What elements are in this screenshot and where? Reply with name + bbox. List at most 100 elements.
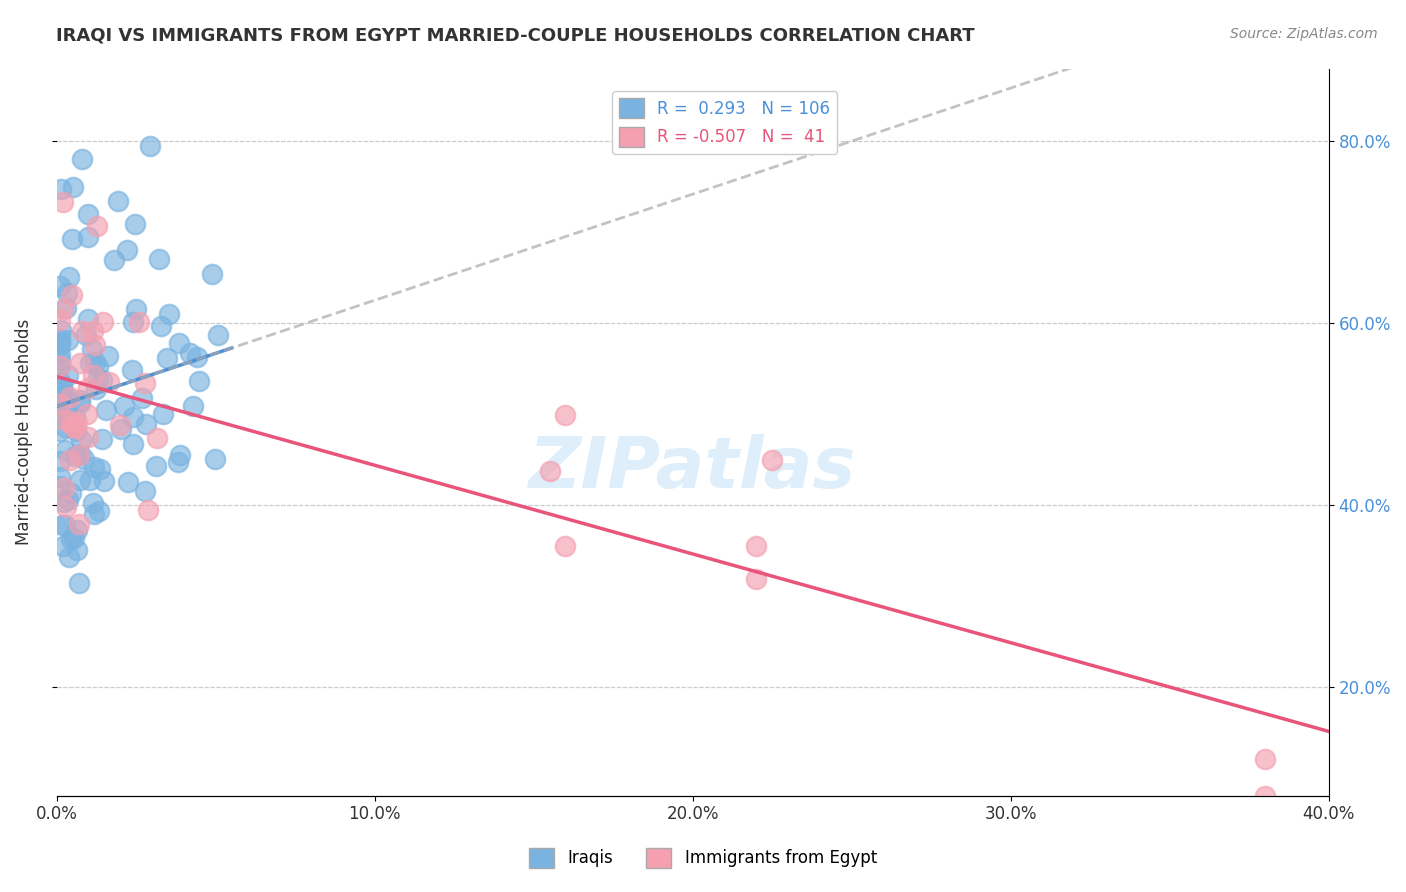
Point: [49, 352, 72, 367]
Point: [59, 453, 82, 467]
Point: [69, 473, 91, 487]
Point: [65, 424, 87, 438]
Point: [554, 539, 576, 553]
Point: [58, 368, 80, 382]
Point: [204, 452, 226, 467]
Point: [169, 335, 191, 350]
Point: [69, 576, 91, 591]
Point: [77, 430, 100, 444]
Point: [51, 384, 73, 399]
Point: [82, 496, 104, 510]
Point: [49, 346, 72, 360]
Point: [52, 195, 75, 210]
Point: [63, 409, 86, 424]
Point: [94, 403, 117, 417]
Point: [135, 417, 157, 431]
Point: [59, 414, 82, 428]
Point: [62, 419, 84, 434]
Point: [49, 409, 72, 423]
Point: [117, 475, 139, 489]
Point: [66, 543, 89, 558]
Point: [60, 287, 83, 301]
Point: [122, 410, 145, 425]
Point: [201, 267, 224, 281]
Point: [166, 454, 188, 468]
Point: [156, 351, 179, 365]
Point: [84, 338, 107, 352]
Point: [91, 433, 114, 447]
Point: [49, 332, 72, 346]
Point: [49, 313, 72, 327]
Point: [179, 346, 201, 360]
Point: [1254, 752, 1277, 766]
Point: [52, 481, 75, 495]
Point: [56, 493, 79, 508]
Point: [69, 392, 91, 407]
Point: [79, 356, 101, 370]
Point: [55, 285, 77, 300]
Point: [82, 324, 104, 338]
Point: [58, 269, 80, 284]
Point: [77, 207, 100, 221]
Point: [72, 324, 94, 338]
Point: [62, 179, 84, 194]
Point: [77, 381, 100, 395]
Point: [121, 362, 143, 376]
Point: [76, 407, 98, 421]
Point: [66, 416, 89, 430]
Point: [51, 382, 73, 396]
Point: [49, 424, 72, 438]
Point: [538, 464, 561, 478]
Point: [49, 323, 72, 337]
Point: [157, 307, 180, 321]
Point: [73, 452, 96, 467]
Point: [51, 382, 73, 396]
Point: [51, 182, 73, 196]
Point: [49, 334, 72, 349]
Point: [53, 517, 76, 532]
Point: [69, 396, 91, 410]
Point: [112, 399, 135, 413]
Point: [60, 486, 83, 500]
Point: [63, 421, 86, 435]
Point: [146, 431, 169, 445]
Point: [91, 314, 114, 328]
Point: [49, 385, 72, 400]
Point: [49, 359, 72, 373]
Point: [86, 360, 108, 375]
Point: [49, 278, 72, 293]
Point: [56, 334, 79, 348]
Point: [49, 338, 72, 352]
Point: [49, 479, 72, 493]
Point: [181, 399, 204, 413]
Point: [554, 408, 576, 422]
Point: [150, 318, 173, 333]
Point: [122, 315, 145, 329]
Point: [77, 312, 100, 326]
Point: [187, 374, 209, 388]
Point: [83, 460, 105, 475]
Point: [89, 462, 111, 476]
Point: [70, 153, 93, 167]
Point: [97, 349, 120, 363]
Point: [125, 301, 148, 316]
Point: [83, 507, 105, 521]
Point: [49, 359, 72, 374]
Point: [49, 376, 72, 390]
Text: Source: ZipAtlas.com: Source: ZipAtlas.com: [1230, 27, 1378, 41]
Text: IRAQI VS IMMIGRANTS FROM EGYPT MARRIED-COUPLE HOUSEHOLDS CORRELATION CHART: IRAQI VS IMMIGRANTS FROM EGYPT MARRIED-C…: [56, 27, 974, 45]
Point: [152, 407, 174, 421]
Point: [169, 448, 191, 462]
Point: [63, 531, 86, 545]
Point: [745, 572, 768, 586]
Text: ZIPatlas: ZIPatlas: [529, 434, 856, 503]
Point: [49, 397, 72, 411]
Legend: Iraqis, Immigrants from Egypt: Iraqis, Immigrants from Egypt: [523, 841, 883, 875]
Point: [98, 375, 121, 389]
Point: [55, 301, 77, 315]
Point: [148, 252, 170, 266]
Point: [69, 433, 91, 447]
Point: [65, 523, 87, 537]
Point: [53, 412, 76, 426]
Point: [115, 244, 138, 258]
